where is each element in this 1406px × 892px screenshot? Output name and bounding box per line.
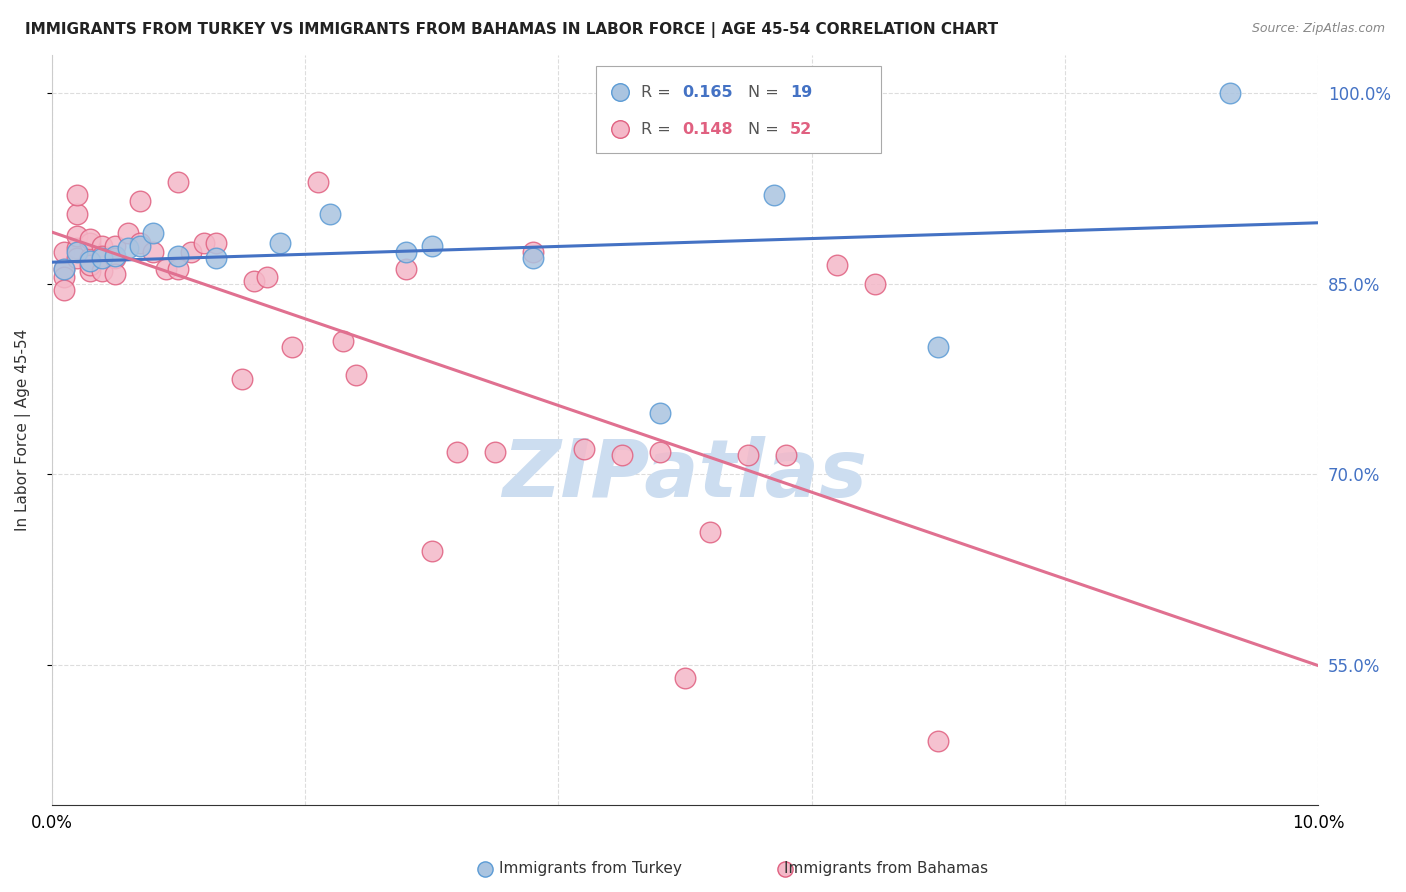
Point [762, 187, 785, 202]
Point [53, 261, 76, 276]
Point [775, 448, 797, 462]
Point [446, 444, 468, 458]
Point [269, 236, 291, 251]
Point [142, 226, 165, 240]
Point [927, 734, 949, 748]
Text: R =: R = [641, 121, 676, 136]
Point [420, 238, 443, 252]
Point [155, 261, 177, 276]
Point [117, 241, 139, 255]
Y-axis label: In Labor Force | Age 45-54: In Labor Force | Age 45-54 [15, 329, 31, 531]
Text: R =: R = [641, 85, 676, 100]
Point [395, 261, 418, 276]
Point [53, 261, 76, 276]
Point [91, 252, 114, 266]
Point [648, 406, 671, 420]
Point [79, 252, 101, 266]
Point [180, 245, 202, 260]
Point [699, 524, 721, 539]
Point [129, 236, 152, 251]
Point [142, 245, 165, 260]
Point [66, 187, 89, 202]
Point [395, 245, 418, 260]
Point [927, 340, 949, 354]
Text: Immigrants from Turkey: Immigrants from Turkey [499, 862, 682, 876]
Point [484, 444, 506, 458]
Point [420, 543, 443, 558]
Point [53, 270, 76, 285]
Point [66, 241, 89, 255]
Point [66, 245, 89, 260]
Text: N =: N = [748, 85, 785, 100]
Point [319, 207, 342, 221]
Point [572, 442, 595, 456]
Point [167, 249, 190, 263]
Point [104, 249, 127, 263]
Point [167, 261, 190, 276]
Point [79, 232, 101, 246]
Text: N =: N = [748, 121, 785, 136]
Point [91, 238, 114, 252]
Point [129, 238, 152, 252]
Point [117, 226, 139, 240]
Text: ZIPatlas: ZIPatlas [502, 436, 868, 514]
Point [53, 283, 76, 297]
Point [79, 236, 101, 251]
Point [91, 264, 114, 278]
Point [79, 254, 101, 268]
Point [66, 207, 89, 221]
Point [522, 252, 544, 266]
Point [79, 264, 101, 278]
Point [474, 862, 496, 876]
Point [648, 444, 671, 458]
Point [104, 238, 127, 252]
Point [231, 372, 253, 386]
Point [104, 252, 127, 266]
Point [79, 258, 101, 272]
Point [104, 267, 127, 281]
Point [344, 368, 367, 383]
Text: IMMIGRANTS FROM TURKEY VS IMMIGRANTS FROM BAHAMAS IN LABOR FORCE | AGE 45-54 COR: IMMIGRANTS FROM TURKEY VS IMMIGRANTS FRO… [25, 22, 998, 38]
Point [773, 862, 796, 876]
Point [53, 245, 76, 260]
Point [129, 194, 152, 209]
Point [825, 258, 848, 272]
Point [91, 249, 114, 263]
Point [281, 340, 304, 354]
Point [66, 228, 89, 243]
Point [205, 236, 228, 251]
Text: 0.148: 0.148 [682, 121, 733, 136]
Point [863, 277, 886, 291]
Text: 19: 19 [790, 85, 813, 100]
Point [673, 671, 696, 685]
Point [737, 448, 759, 462]
Text: 52: 52 [790, 121, 813, 136]
Point [167, 175, 190, 189]
Point [243, 274, 266, 288]
Point [256, 270, 278, 285]
Point [205, 252, 228, 266]
Point [1219, 87, 1241, 101]
Point [193, 236, 215, 251]
Point [610, 448, 633, 462]
Text: Source: ZipAtlas.com: Source: ZipAtlas.com [1251, 22, 1385, 36]
FancyBboxPatch shape [596, 66, 882, 153]
Text: 0.165: 0.165 [682, 85, 733, 100]
Point [332, 334, 354, 348]
Point [522, 245, 544, 260]
Text: Immigrants from Bahamas: Immigrants from Bahamas [783, 862, 988, 876]
Point [307, 175, 329, 189]
Point [66, 252, 89, 266]
